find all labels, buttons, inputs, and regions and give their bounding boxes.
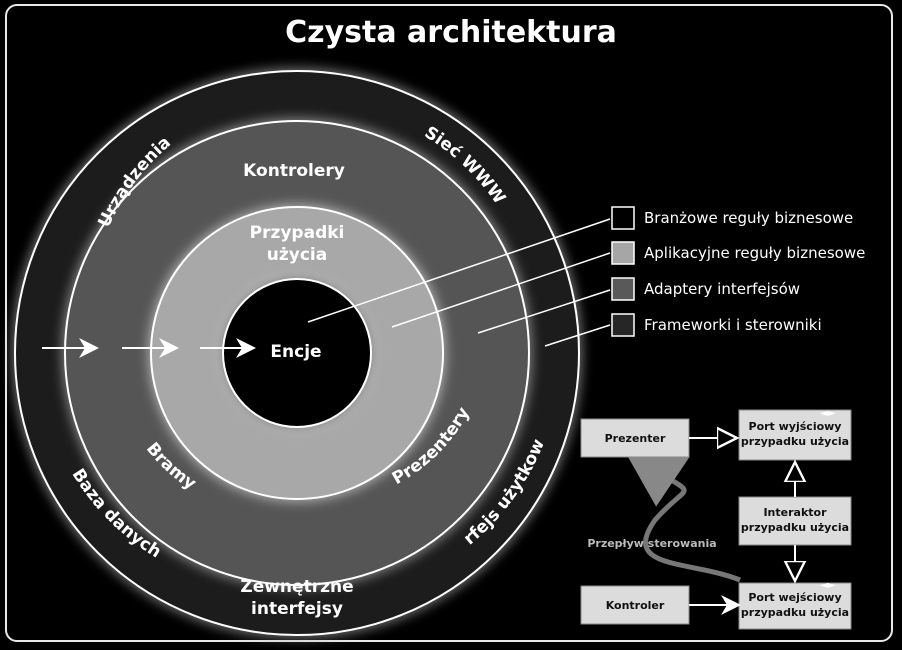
input-port-label: Port wejściowy przypadku użycia: [741, 591, 849, 619]
input-port-interface-icon: ◄►: [820, 580, 836, 591]
legend: Branżowe reguły biznesowe Aplikacyjne reg…: [611, 206, 865, 337]
leader-adapters: [477, 289, 611, 334]
label-entities: Encje: [270, 342, 321, 362]
legend-swatch: [611, 313, 635, 337]
label-use-cases: Przypadki użycia: [250, 223, 345, 265]
flow-curve: [623, 448, 741, 583]
output-port-label: Port wyjściowy przypadku użycia: [741, 420, 849, 448]
input-port-box: [738, 582, 852, 630]
legend-label: Adaptery interfejsów: [644, 280, 800, 298]
leader-entities: [307, 218, 611, 323]
legend-label: Frameworki i sterowniki: [644, 316, 822, 334]
interactor-label: Interaktor przypadku użycia: [741, 506, 849, 534]
legend-leaders: [307, 218, 611, 347]
legend-label: Branżowe reguły biznesowe: [644, 209, 853, 227]
label-controllers: Kontrolery: [243, 161, 345, 181]
leader-usecases: [391, 252, 611, 328]
legend-swatch: [611, 206, 635, 230]
rings: [14, 70, 580, 636]
leader-frameworks: [544, 324, 611, 347]
controller-label: Kontroler: [606, 599, 665, 612]
ring-entities: [222, 278, 372, 428]
presenter-box: [580, 418, 690, 458]
legend-label: Aplikacyjne reguły biznesowe: [644, 244, 865, 262]
output-port-interface-icon: ◄►: [820, 408, 836, 419]
interactor-box: [738, 496, 852, 546]
label-external-interfaces: Zewnętrzne interfejsy: [240, 577, 353, 619]
diagram-frame: [5, 4, 893, 642]
page-title: Czysta architektura: [285, 15, 617, 50]
legend-swatch: [611, 277, 635, 301]
flow-diagram: Przepływ sterowania Prezenter Port wyjśc…: [580, 408, 852, 630]
legend-swatch: [611, 241, 635, 265]
presenter-label: Prezenter: [605, 432, 666, 445]
flow-label: Przepływ sterowania: [587, 537, 716, 550]
output-port-box: [738, 409, 852, 461]
